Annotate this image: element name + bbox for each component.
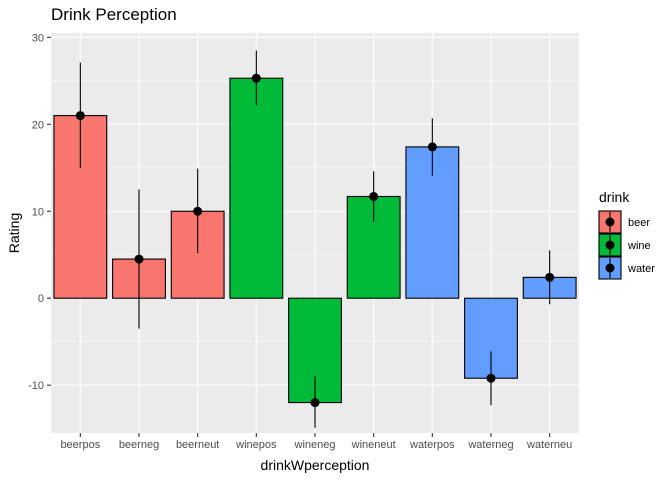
x-axis: beerpos beerneg beerneut winepos wineneg wine…	[60, 433, 572, 451]
point-wineneg	[310, 398, 320, 408]
x-tick-label: wineneut	[351, 439, 396, 451]
legend-key-point	[605, 263, 615, 273]
legend-label-beer: beer	[628, 217, 650, 229]
legend-key-point	[605, 240, 615, 250]
x-tick-label: waterneu	[526, 439, 572, 451]
y-tick-label: 20	[32, 119, 44, 131]
y-tick-label: 0	[38, 293, 44, 305]
legend-title: drink	[599, 189, 630, 205]
x-tick-label: waterpos	[409, 439, 455, 451]
x-tick-label: beerpos	[60, 439, 100, 451]
legend-key-point	[605, 217, 615, 227]
legend-label-water: water	[627, 263, 655, 275]
point-beerneg	[134, 254, 144, 264]
point-beerpos	[75, 111, 85, 121]
x-tick-label: beerneg	[119, 439, 159, 451]
y-tick-label: 10	[32, 206, 44, 218]
x-tick-label: waterneg	[467, 439, 513, 451]
legend-label-wine: wine	[627, 240, 651, 252]
legend: drink beer wine water	[598, 189, 655, 280]
bar-winepos	[229, 77, 284, 299]
point-winepos	[251, 73, 261, 83]
chart-title: Drink Perception	[51, 5, 177, 24]
x-tick-label: winepos	[235, 439, 277, 451]
point-beerneut	[193, 206, 203, 216]
x-axis-title: drinkWperception	[261, 457, 370, 473]
y-axis-title: Rating	[6, 213, 22, 253]
point-waterneg	[486, 373, 496, 383]
y-tick-label: 30	[32, 32, 44, 44]
bar-beerpos	[53, 115, 108, 299]
points-layer	[75, 73, 555, 408]
point-waterneu	[545, 272, 555, 282]
y-axis: -10 0 10 20 30	[28, 32, 51, 392]
x-tick-label: wineneg	[294, 439, 336, 451]
x-tick-label: beerneut	[176, 439, 219, 451]
point-waterpos	[427, 142, 437, 152]
y-tick-label: -10	[28, 380, 44, 392]
bars-layer	[53, 77, 577, 404]
point-wineneut	[369, 191, 379, 201]
